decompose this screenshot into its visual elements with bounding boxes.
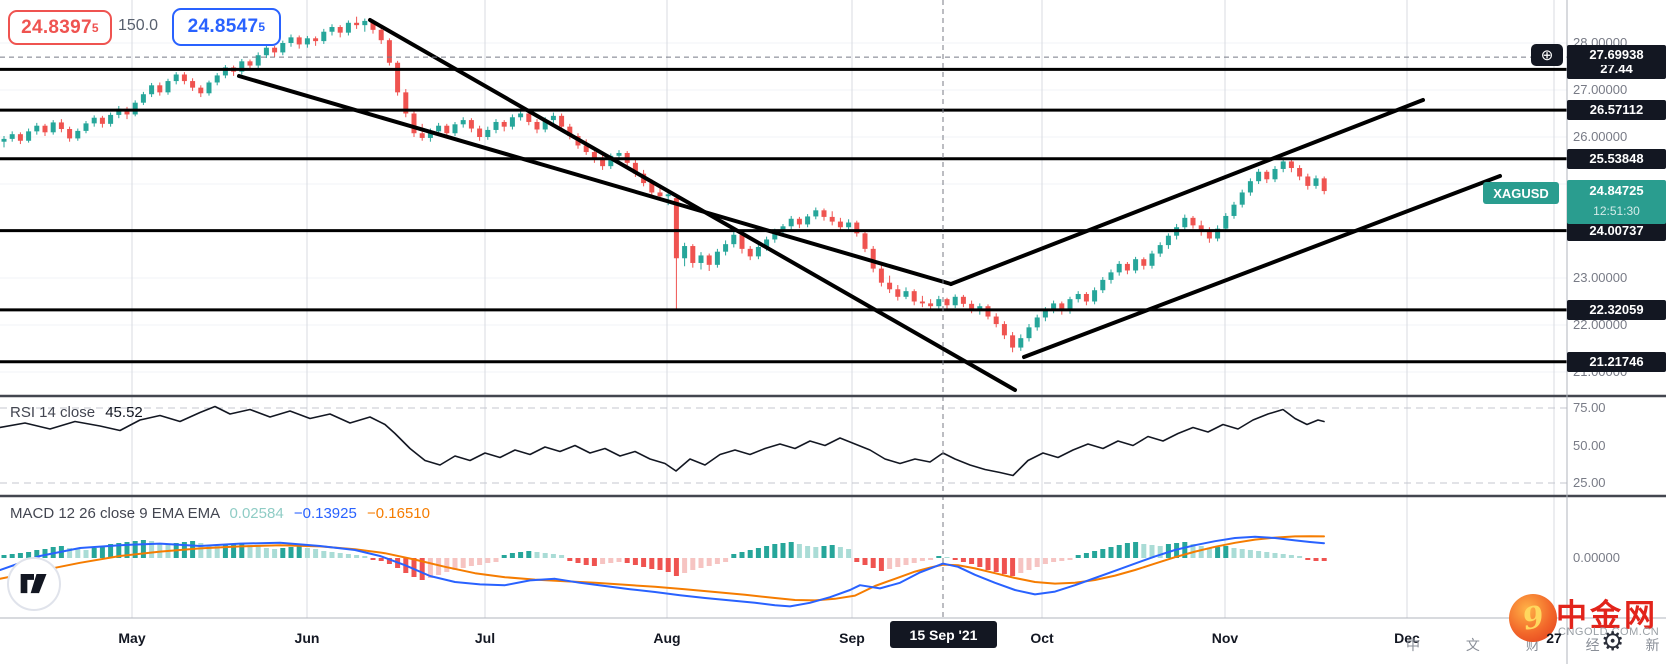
crosshair-price-label: 27.69938 <box>1567 45 1666 65</box>
sr-price-label: 25.53848 <box>1567 148 1666 169</box>
cngold-logo: 9 <box>1509 594 1557 642</box>
alert-blue-sup: 5 <box>258 20 266 34</box>
macd-line-value: −0.13925 <box>293 505 357 522</box>
crosshair-date-label: 15 Sep '21 <box>890 621 997 648</box>
price-grid-label: 27.00000 <box>1573 82 1628 97</box>
macd-hist-value: 0.02584 <box>229 505 284 522</box>
price-grid-label: 23.00000 <box>1573 270 1628 285</box>
add-alert-plus-icon[interactable]: ⊕ <box>1531 44 1563 66</box>
last-price-value: 24.84725 <box>1589 183 1644 198</box>
time-axis-month: Jun <box>294 630 320 646</box>
rsi-level-label: 50.00 <box>1573 437 1606 453</box>
price-grid-label: 26.00000 <box>1573 129 1628 144</box>
value-150: 150.0 <box>118 17 159 34</box>
price-alert-red[interactable]: 24.8397 5 <box>8 10 112 45</box>
time-axis-month: Jul <box>474 630 496 646</box>
symbol-tag[interactable]: XAGUSD <box>1483 182 1559 204</box>
plus-icon: ⊕ <box>1540 47 1554 64</box>
sr-price-label: 26.57112 <box>1567 100 1666 121</box>
alert-blue-value: 24.8547 <box>187 16 259 37</box>
alert-red-value: 24.8397 <box>21 16 92 38</box>
sr-price-label: 22.32059 <box>1567 299 1666 320</box>
price-grid-label: 22.00000 <box>1573 317 1628 332</box>
macd-signal-value: −0.16510 <box>367 505 430 522</box>
macd-legend[interactable]: MACD 12 26 close 9 EMA EMA 0.02584 −0.13… <box>10 505 430 522</box>
tradingview-logo[interactable] <box>7 557 61 611</box>
gear-glyph: ⚙ <box>1601 626 1625 656</box>
sr-price-label: 24.00737 <box>1567 220 1666 241</box>
sr-price-label: 21.21746 <box>1567 351 1666 372</box>
time-axis-month: Aug <box>653 630 681 646</box>
rsi-value: 45.52 <box>105 404 143 421</box>
time-axis-month: Sep <box>839 630 865 646</box>
watermark-brand: 中金网 <box>1556 598 1658 634</box>
last-price-label: 24.84725 12:51:30 <box>1567 180 1666 224</box>
rsi-level-label: 25.00 <box>1573 475 1606 490</box>
time-axis-tick-27: 27 <box>1546 630 1562 646</box>
time-axis-month: May <box>118 630 146 646</box>
watermark-tagline: 中 文 财 经 新 媒 体 <box>1406 637 1666 653</box>
macd-title: MACD 12 26 close 9 EMA EMA <box>10 505 220 522</box>
time-axis-month: Nov <box>1211 630 1239 646</box>
time-axis-month: Oct <box>1030 630 1054 646</box>
alert-red-sup: 5 <box>91 20 99 35</box>
cngold-logo-swirl: 9 <box>1519 598 1547 638</box>
macd-zero-label: 0.00000 <box>1573 550 1620 565</box>
rsi-level-label: 75.00 <box>1573 400 1606 415</box>
bar-countdown: 12:51:30 <box>1593 204 1640 218</box>
price-alert-blue[interactable]: 24.8547 5 <box>172 8 281 46</box>
rsi-legend[interactable]: RSI 14 close 45.52 <box>10 404 143 421</box>
gear-icon: ⚙ <box>1601 626 1624 657</box>
watermark-domain: CNGOLD.COM.CN <box>1558 626 1660 638</box>
time-axis-month: Dec <box>1394 630 1420 646</box>
tradingview-logo-icon <box>20 574 47 594</box>
rsi-title: RSI 14 close <box>10 404 96 421</box>
